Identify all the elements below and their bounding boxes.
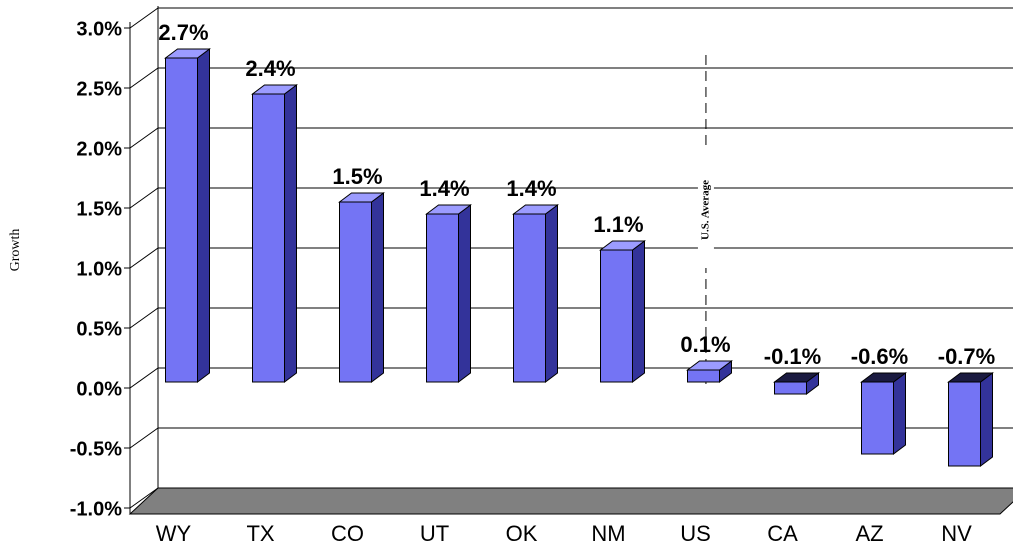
- bar: [600, 249, 633, 383]
- value-label: 1.4%: [506, 176, 556, 201]
- x-tick-label: NM: [591, 521, 625, 546]
- value-label: 1.1%: [593, 212, 643, 237]
- y-tick-label: 0.0%: [76, 378, 122, 400]
- x-tick-label: NV: [941, 521, 972, 546]
- value-label: -0.1%: [764, 344, 821, 369]
- bar-side: [458, 204, 471, 383]
- x-tick-label: US: [680, 521, 711, 546]
- grid-side: [129, 427, 159, 449]
- bar-side: [893, 372, 906, 455]
- y-tick-label: 0.5%: [76, 318, 122, 340]
- bar: [774, 381, 807, 395]
- grid-side: [129, 307, 159, 329]
- y-tick-label: -1.0%: [70, 498, 122, 520]
- bar-side: [545, 204, 558, 383]
- bar: [948, 381, 981, 467]
- y-tick-label: 2.0%: [76, 138, 122, 160]
- x-tick-label: WY: [156, 521, 192, 546]
- bar-side: [632, 240, 645, 383]
- y-tick-label: 3.0%: [76, 18, 122, 40]
- x-tick-label: UT: [420, 521, 449, 546]
- x-tick-label: CO: [331, 521, 364, 546]
- grid-side: [129, 7, 159, 29]
- bar: [252, 93, 285, 383]
- value-label: 1.4%: [419, 176, 469, 201]
- y-axis-label: Growth: [8, 229, 23, 272]
- x-tick-label: AZ: [855, 521, 883, 546]
- bar-side: [197, 48, 210, 383]
- floor: [128, 487, 1013, 515]
- value-label: -0.7%: [938, 344, 995, 369]
- grid-side: [129, 187, 159, 209]
- value-label: 0.1%: [680, 332, 730, 357]
- grid-side: [129, 247, 159, 269]
- bar-side: [284, 84, 297, 383]
- y-tick-label: 2.5%: [76, 78, 122, 100]
- annotation: U.S. Average: [699, 180, 711, 240]
- value-label: -0.6%: [851, 344, 908, 369]
- y-tick-label: -0.5%: [70, 438, 122, 460]
- bar: [513, 213, 546, 383]
- bar: [861, 381, 894, 455]
- bar-side: [980, 372, 993, 467]
- bar: [687, 369, 720, 383]
- bar-side: [371, 192, 384, 383]
- value-label: 1.5%: [332, 164, 382, 189]
- grid-side: [129, 367, 159, 389]
- y-tick-label: 1.0%: [76, 258, 122, 280]
- annotation-bg: [697, 150, 714, 268]
- x-tick-label: CA: [767, 521, 798, 546]
- y-tick-label: 1.5%: [76, 198, 122, 220]
- x-tick-label: TX: [246, 521, 274, 546]
- bar: [339, 201, 372, 383]
- grid-side: [129, 487, 159, 509]
- bar: [426, 213, 459, 383]
- value-label: 2.4%: [245, 56, 295, 81]
- x-tick-label: OK: [506, 521, 538, 546]
- grid-side: [129, 67, 159, 89]
- grid-side: [129, 127, 159, 149]
- value-label: 2.7%: [158, 20, 208, 45]
- bar: [165, 57, 198, 383]
